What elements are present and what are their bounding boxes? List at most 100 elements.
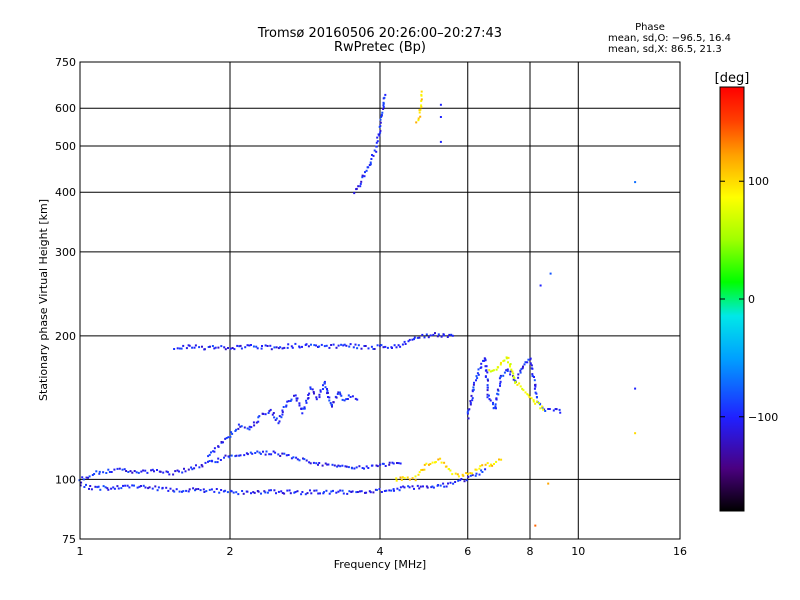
echo-point xyxy=(542,408,545,411)
echo-point xyxy=(172,473,175,476)
echo-point xyxy=(259,452,262,455)
echo-point xyxy=(512,375,515,378)
echo-point xyxy=(337,464,340,467)
echo-point xyxy=(131,484,134,487)
echo-point xyxy=(436,335,439,338)
echo-point xyxy=(516,383,519,386)
echo-point xyxy=(462,474,465,477)
echo-point xyxy=(113,487,116,490)
echo-point xyxy=(287,400,290,403)
echo-point xyxy=(246,344,249,347)
echo-point xyxy=(445,485,448,488)
echo-point xyxy=(379,129,382,132)
echo-point xyxy=(419,115,422,118)
echo-point xyxy=(110,487,113,490)
echo-point xyxy=(498,377,501,380)
echo-point xyxy=(237,427,240,430)
echo-point xyxy=(293,394,295,397)
echo-point xyxy=(502,360,505,363)
echo-point xyxy=(153,470,155,473)
echo-point xyxy=(425,333,428,336)
echo-point xyxy=(201,465,204,468)
echo-point xyxy=(283,346,286,349)
echo-point xyxy=(235,454,238,457)
echo-point xyxy=(382,101,385,104)
echo-point xyxy=(336,465,339,468)
echo-point xyxy=(249,451,252,454)
echo-point xyxy=(285,405,288,408)
echo-point xyxy=(333,464,336,467)
colorbar-tick-label: 100 xyxy=(748,175,769,188)
echo-point xyxy=(263,490,266,493)
echo-point xyxy=(420,469,423,471)
echo-point xyxy=(278,415,281,418)
echo-point xyxy=(272,450,275,453)
echo-point xyxy=(286,489,289,492)
echo-point xyxy=(342,344,345,347)
echo-point xyxy=(274,451,277,454)
echo-point xyxy=(256,347,259,350)
echo-point xyxy=(439,140,442,143)
echo-point xyxy=(372,491,375,494)
echo-point xyxy=(496,366,499,369)
echo-point xyxy=(426,486,429,489)
echo-point xyxy=(335,491,338,494)
echo-point xyxy=(205,490,208,493)
echo-point xyxy=(382,106,385,108)
echo-point xyxy=(484,463,487,466)
echo-point xyxy=(414,475,417,478)
echo-point xyxy=(269,408,272,411)
echo-point xyxy=(188,344,191,347)
echo-point xyxy=(307,345,310,348)
echo-point xyxy=(371,154,373,156)
echo-point xyxy=(521,367,524,370)
echo-point xyxy=(484,365,487,368)
echo-point xyxy=(122,484,124,487)
echo-point xyxy=(142,484,145,487)
echo-point xyxy=(91,474,94,476)
echo-point xyxy=(318,396,321,399)
echo-point xyxy=(363,175,366,178)
echo-point xyxy=(499,380,502,383)
echo-point xyxy=(239,454,242,457)
echo-point xyxy=(499,375,502,378)
echo-point xyxy=(116,485,119,488)
echo-point xyxy=(396,487,399,490)
echo-point xyxy=(472,383,475,386)
echo-point xyxy=(403,486,406,489)
echo-point xyxy=(535,392,538,395)
echo-point xyxy=(325,344,328,347)
echo-point xyxy=(226,491,229,494)
echo-point xyxy=(319,492,321,495)
echo-point xyxy=(120,487,123,490)
x-axis-ticks: 1 2 4 6 8 10 16 xyxy=(77,545,688,558)
echo-point xyxy=(448,333,451,336)
echo-point xyxy=(286,346,289,349)
echo-point xyxy=(351,395,354,398)
echo-point xyxy=(222,490,225,493)
echo-point xyxy=(496,388,499,391)
echo-point xyxy=(338,391,341,394)
echo-point xyxy=(207,346,210,348)
echo-point xyxy=(518,382,521,385)
echo-point xyxy=(106,487,109,490)
echo-point xyxy=(440,335,443,338)
echo-point xyxy=(87,476,89,479)
echo-point xyxy=(388,463,391,466)
echo-point xyxy=(323,491,325,494)
echo-point xyxy=(85,476,88,479)
echo-point xyxy=(197,488,200,490)
echo-point xyxy=(439,116,442,118)
echo-point xyxy=(265,450,268,453)
echo-point xyxy=(129,470,132,473)
echo-point xyxy=(378,488,381,490)
echo-point xyxy=(216,461,219,464)
echo-point xyxy=(258,415,261,418)
echo-point xyxy=(257,420,260,423)
echo-point xyxy=(277,490,280,493)
echo-point xyxy=(281,452,284,455)
echo-point xyxy=(323,382,326,384)
echo-point xyxy=(408,338,411,341)
chart-subtitle: RwPretec (Bp) xyxy=(333,40,427,55)
echo-point xyxy=(138,485,141,488)
